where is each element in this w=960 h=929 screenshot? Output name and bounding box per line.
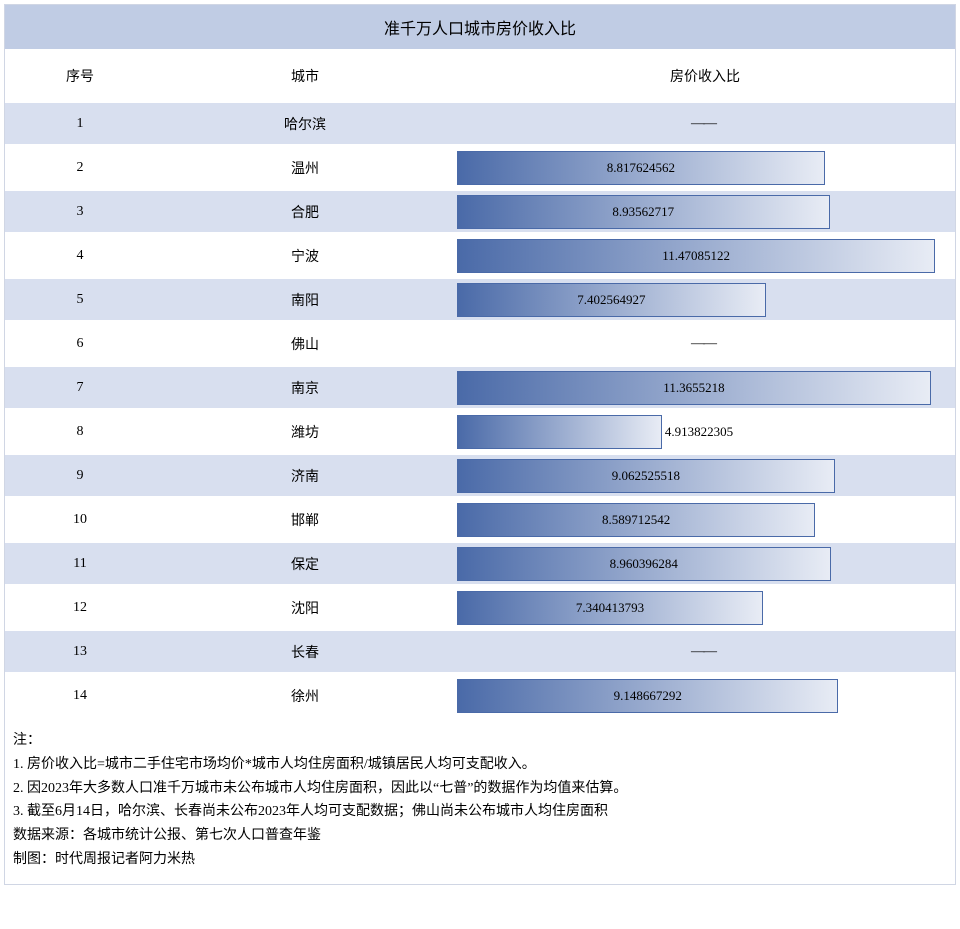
cell-city: 合肥 [155,202,455,222]
header-ratio: 房价收入比 [455,52,955,100]
no-data-label: —— [457,644,949,660]
cell-ratio: 8.960396284 [455,543,955,584]
notes-block: 注： 1. 房价收入比=城市二手住宅市场均价*城市人均住房面积/城镇居民人均可支… [5,719,955,884]
cell-ratio: 11.3655218 [455,367,955,408]
notes-source: 数据来源：各城市统计公报、第七次人口普查年鉴 [13,824,947,848]
header-city: 城市 [155,52,455,100]
ratio-bar-label: 8.93562717 [612,204,674,220]
cell-ratio: 11.47085122 [455,235,955,276]
no-data-label: —— [457,336,949,352]
ratio-bar-label: 11.47085122 [662,248,730,264]
cell-ratio: —— [455,631,955,672]
table-row: 5南阳 7.402564927 [5,279,955,323]
table-row: 14徐州 9.148667292 [5,675,955,719]
ratio-bar: 4.913822305 [457,415,662,449]
cell-seq: 5 [5,292,155,308]
ratio-bar-label: 7.402564927 [577,292,645,308]
ratio-bar-label: 11.3655218 [663,380,724,396]
ratio-bar: 8.960396284 [457,547,831,581]
table-title: 准千万人口城市房价收入比 [5,5,955,52]
cell-city: 佛山 [155,334,455,354]
no-data-label: —— [457,116,949,132]
table-row: 6佛山—— [5,323,955,367]
cell-city: 哈尔滨 [155,114,455,134]
cell-seq: 2 [5,160,155,176]
table-row: 9济南 9.062525518 [5,455,955,499]
ratio-bar: 8.93562717 [457,195,830,229]
cell-seq: 3 [5,204,155,220]
table-header-row: 序号 城市 房价收入比 [5,52,955,103]
cell-seq: 14 [5,688,155,704]
cell-city: 保定 [155,554,455,574]
ratio-bar: 7.402564927 [457,283,766,317]
ratio-bar: 11.3655218 [457,371,931,405]
ratio-bar-label: 8.960396284 [610,556,678,572]
ratio-bar: 7.340413793 [457,591,763,625]
table-container: 准千万人口城市房价收入比 序号 城市 房价收入比 1哈尔滨——2温州8.8176… [4,4,956,885]
cell-seq: 8 [5,424,155,440]
ratio-bar-label: 7.340413793 [576,600,644,616]
cell-ratio: 8.817624562 [455,147,955,188]
notes-line: 2. 因2023年大多数人口准千万城市未公布城市人均住房面积，因此以“七普”的数… [13,777,947,801]
cell-ratio: 9.148667292 [455,675,955,716]
ratio-bar: 8.589712542 [457,503,815,537]
cell-ratio: 7.402564927 [455,279,955,320]
cell-city: 宁波 [155,246,455,266]
cell-city: 徐州 [155,686,455,706]
cell-seq: 6 [5,336,155,352]
cell-seq: 11 [5,556,155,572]
cell-ratio: 7.340413793 [455,587,955,628]
cell-city: 济南 [155,466,455,486]
cell-ratio: 4.913822305 [455,411,955,452]
cell-seq: 4 [5,248,155,264]
notes-line: 3. 截至6月14日，哈尔滨、长春尚未公布2023年人均可支配数据；佛山尚未公布… [13,800,947,824]
ratio-bar-label: 8.817624562 [607,160,675,176]
ratio-bar-label: 9.062525518 [612,468,680,484]
cell-ratio: 9.062525518 [455,455,955,496]
ratio-bar: 8.817624562 [457,151,825,185]
cell-city: 南阳 [155,290,455,310]
cell-ratio: —— [455,323,955,364]
table-row: 12沈阳 7.340413793 [5,587,955,631]
table-body: 1哈尔滨——2温州8.8176245623合肥8.935627174宁波11.4… [5,103,955,719]
cell-city: 潍坊 [155,422,455,442]
cell-city: 南京 [155,378,455,398]
cell-ratio: 8.589712542 [455,499,955,540]
table-row: 11保定 8.960396284 [5,543,955,587]
ratio-bar-label: 8.589712542 [602,512,670,528]
cell-seq: 9 [5,468,155,484]
ratio-bar: 9.062525518 [457,459,835,493]
table-row: 2温州 8.817624562 [5,147,955,191]
notes-header: 注： [13,729,947,753]
cell-seq: 13 [5,644,155,660]
ratio-bar: 11.47085122 [457,239,935,273]
cell-ratio: 8.93562717 [455,191,955,232]
notes-line: 1. 房价收入比=城市二手住宅市场均价*城市人均住房面积/城镇居民人均可支配收入… [13,753,947,777]
table-row: 3合肥 8.93562717 [5,191,955,235]
cell-seq: 7 [5,380,155,396]
table-row: 8潍坊4.913822305 [5,411,955,455]
table-row: 4宁波 11.47085122 [5,235,955,279]
table-row: 7南京 11.3655218 [5,367,955,411]
table-row: 10邯郸 8.589712542 [5,499,955,543]
cell-city: 邯郸 [155,510,455,530]
cell-city: 长春 [155,642,455,662]
cell-city: 沈阳 [155,598,455,618]
ratio-bar-label: 9.148667292 [614,688,682,704]
ratio-bar: 9.148667292 [457,679,838,713]
cell-city: 温州 [155,158,455,178]
cell-ratio: —— [455,103,955,144]
header-seq: 序号 [5,52,155,100]
notes-credit: 制图：时代周报记者阿力米热 [13,848,947,872]
cell-seq: 10 [5,512,155,528]
cell-seq: 1 [5,116,155,132]
cell-seq: 12 [5,600,155,616]
table-row: 1哈尔滨—— [5,103,955,147]
table-row: 13长春—— [5,631,955,675]
ratio-bar-label: 4.913822305 [665,424,733,440]
